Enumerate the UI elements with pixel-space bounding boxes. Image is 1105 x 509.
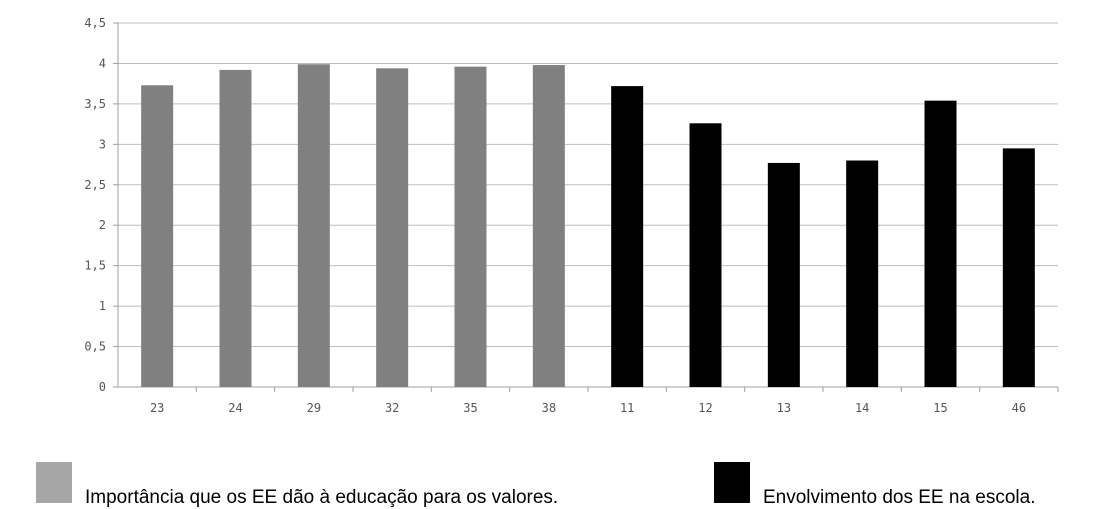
x-tick-label: 15	[933, 401, 947, 415]
chart-canvas: 0 0,5 1 1,5 2 2,5 3 3,5 4 4,5 23 24 29 32 35 38 11 12 13 14…	[84, 16, 1059, 415]
y-tick-label: 2,5	[84, 178, 106, 192]
bar-29	[297, 64, 330, 388]
bar-32	[376, 68, 409, 387]
x-tick-label: 38	[542, 401, 556, 415]
x-tick-label: 14	[855, 401, 869, 415]
y-tick-label: 3	[99, 137, 106, 151]
bar-46	[1002, 148, 1035, 387]
legend-swatch-black	[714, 462, 750, 503]
y-tick-label: 4	[99, 56, 106, 70]
legend-label-values-importance: Importância que os EE dão à educação par…	[85, 487, 559, 508]
bar-chart: 0 0,5 1 1,5 2 2,5 3 3,5 4 4,5 23 24 29 32 35 38 11 12 13 14…	[84, 16, 1059, 415]
x-tick-label: 13	[777, 401, 791, 415]
x-tick-label: 46	[1012, 401, 1026, 415]
y-tick-label: 0,5	[84, 340, 106, 354]
legend-label-school-involvement: Envolvimento dos EE na escola.	[763, 487, 1036, 508]
bar-14	[846, 160, 879, 387]
x-tick-label: 29	[307, 401, 321, 415]
x-tick-label: 12	[698, 401, 712, 415]
bar-13	[767, 162, 800, 387]
legend-item-values-importance: Importância que os EE dão à educação par…	[36, 462, 558, 508]
y-tick-label: 4,5	[84, 16, 106, 30]
bar-38	[532, 65, 565, 387]
x-tick-label: 11	[620, 401, 634, 415]
y-tick-label: 2	[99, 218, 106, 232]
y-tick-label: 0	[99, 380, 106, 394]
bar-11	[611, 86, 644, 388]
x-tick-label: 23	[150, 401, 164, 415]
x-tick-label: 35	[463, 401, 477, 415]
bar-23	[141, 85, 174, 387]
bar-35	[454, 66, 487, 388]
y-tick-label: 3,5	[84, 97, 106, 111]
bar-15	[924, 100, 957, 388]
bar-12	[689, 123, 722, 388]
bar-24	[219, 69, 252, 387]
y-tick-label: 1	[99, 299, 106, 313]
y-tick-label: 1,5	[84, 259, 106, 273]
legend-item-school-involvement: Envolvimento dos EE na escola.	[714, 462, 1036, 508]
x-tick-label: 24	[228, 401, 242, 415]
legend-swatch-gray	[36, 462, 72, 503]
x-tick-label: 32	[385, 401, 399, 415]
